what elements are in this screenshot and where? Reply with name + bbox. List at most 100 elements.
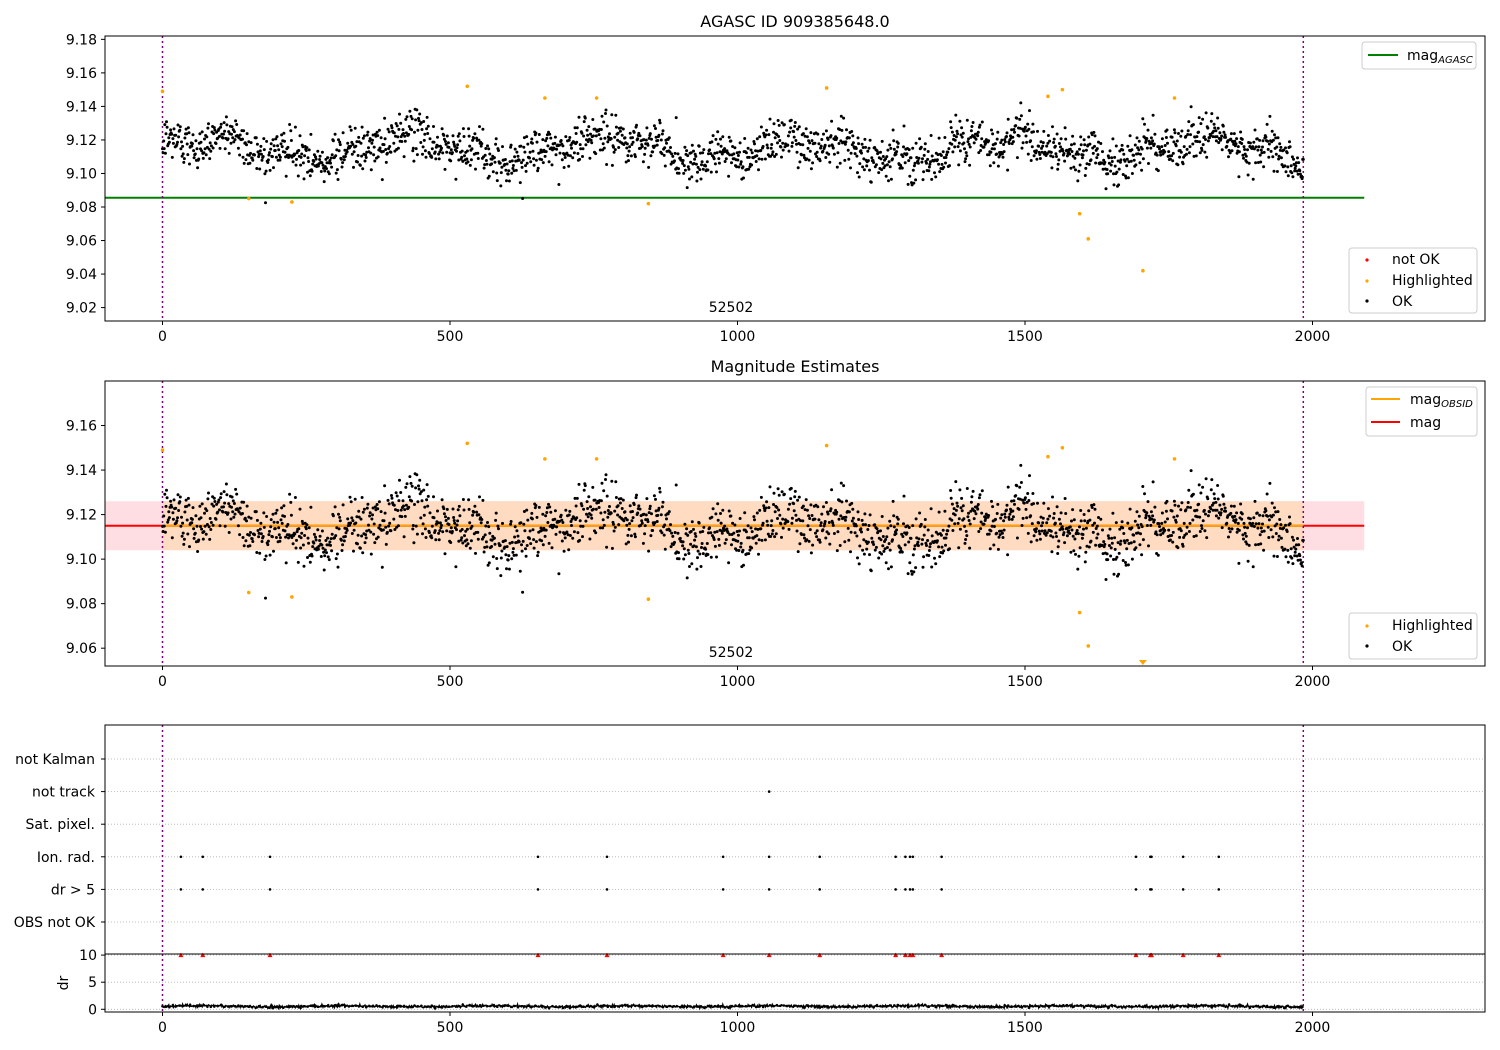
ok-point: [923, 147, 927, 151]
ok-point: [1259, 526, 1263, 530]
ok-point: [470, 524, 474, 528]
ok-point: [266, 161, 270, 164]
dr-point: [710, 1004, 713, 1008]
ok-point: [807, 514, 811, 518]
ok-point: [291, 160, 295, 164]
dr-point: [216, 1004, 219, 1008]
ok-point: [430, 147, 434, 151]
ok-point: [301, 145, 305, 149]
legend-agasc-label-main: mag: [1407, 48, 1438, 64]
ok-point: [723, 524, 727, 528]
ok-point: [570, 524, 573, 527]
ok-point: [1267, 142, 1271, 146]
ok-point: [350, 532, 354, 535]
ok-point: [356, 154, 360, 157]
legend-ok-swatch: [1365, 299, 1369, 303]
ok-point: [445, 150, 449, 154]
ok-point: [1075, 529, 1079, 532]
dr-point: [723, 1006, 727, 1009]
ok-point: [564, 135, 568, 139]
ok-point: [272, 144, 276, 148]
ok-point: [418, 478, 422, 482]
dr-point: [1179, 1005, 1183, 1008]
ok-point: [702, 525, 706, 529]
ok-point: [614, 480, 618, 484]
dr-point: [761, 1005, 765, 1009]
ok-point: [840, 128, 844, 132]
ok-point: [387, 502, 391, 506]
ok-point: [802, 533, 806, 537]
ok-point: [1006, 485, 1010, 489]
ok-point: [547, 160, 551, 164]
ok-point: [943, 509, 947, 513]
dr-point: [962, 1004, 965, 1008]
ok-point: [352, 528, 356, 532]
ok-point: [345, 528, 349, 532]
ok-point: [501, 521, 504, 525]
ok-point: [987, 139, 991, 143]
ok-point: [795, 529, 799, 533]
ok-point: [225, 123, 229, 127]
ok-point: [381, 528, 385, 532]
ok-point: [553, 135, 557, 139]
ok-point: [768, 117, 772, 121]
ok-point: [603, 510, 607, 514]
ok-point: [631, 140, 635, 144]
ok-point: [1191, 518, 1195, 522]
ok-point: [868, 513, 872, 517]
ok-point: [805, 135, 809, 139]
ok-point: [732, 531, 736, 535]
ok-point: [463, 154, 466, 158]
ok-point: [851, 141, 855, 145]
panel-agasc: AGASC ID 909385648.0 52502 9.029.049.069…: [66, 12, 1486, 345]
ok-point: [856, 136, 860, 140]
ok-point: [911, 553, 915, 557]
highlighted-point: [594, 96, 599, 100]
ok-point: [445, 529, 449, 533]
ok-point: [677, 557, 681, 561]
ok-point: [477, 513, 481, 517]
ok-point: [1200, 148, 1204, 152]
dr-point: [979, 1005, 982, 1008]
dr-point: [1193, 1005, 1196, 1008]
ok-point: [933, 556, 936, 560]
flag-point: [268, 855, 272, 859]
dr-point: [482, 1004, 485, 1007]
ok-point: [318, 539, 322, 542]
ok-point: [165, 496, 169, 500]
ok-point: [397, 499, 401, 503]
ok-point: [681, 159, 685, 162]
ok-point: [437, 157, 441, 161]
ok-point: [457, 132, 461, 136]
ok-point: [645, 497, 649, 501]
ok-point: [1285, 530, 1289, 533]
ok-point: [269, 147, 273, 151]
ok-point: [1079, 509, 1083, 512]
ok-point: [1087, 162, 1091, 166]
dr-point: [789, 1004, 792, 1008]
ok-point: [1001, 155, 1005, 159]
ok-point: [866, 159, 870, 163]
ok-point: [368, 514, 372, 518]
ok-point: [936, 153, 940, 157]
ok-point: [643, 146, 647, 150]
ok-point: [936, 532, 940, 536]
ok-point: [335, 168, 339, 172]
ok-point: [1187, 120, 1191, 124]
ok-point: [623, 510, 627, 514]
ok-point: [188, 545, 191, 549]
ok-point: [554, 153, 558, 157]
dr-point: [1017, 1004, 1020, 1008]
dr-point: [402, 1004, 406, 1008]
ok-point: [249, 151, 252, 155]
dr-point: [347, 1005, 351, 1008]
dr-point: [192, 1004, 195, 1008]
ok-point: [1049, 154, 1053, 158]
ok-point: [184, 127, 188, 131]
ok-point: [909, 156, 913, 160]
ok-point: [838, 128, 842, 131]
ok-point: [1077, 169, 1081, 173]
ok-point: [1293, 169, 1297, 173]
ok-point: [1216, 484, 1220, 487]
